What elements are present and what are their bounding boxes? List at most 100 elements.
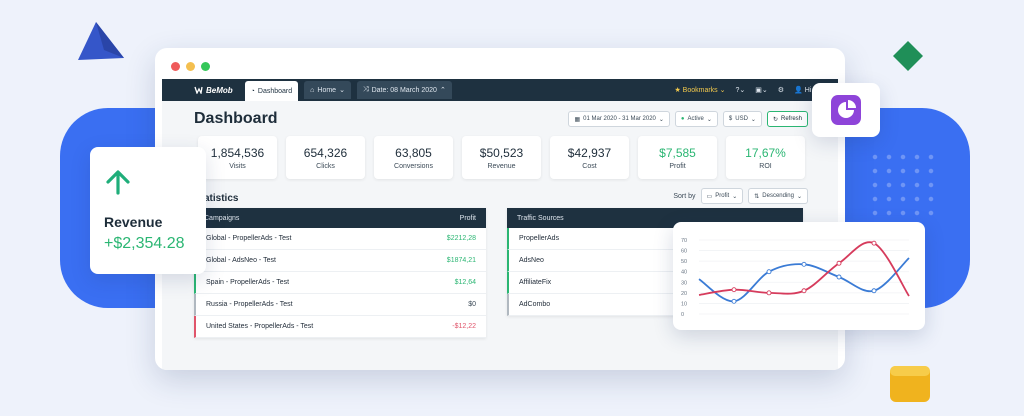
revenue-card-label: Revenue [104, 214, 163, 230]
stat-card-cost: $42,937 Cost [550, 136, 629, 179]
maximize-window-button[interactable] [201, 62, 210, 71]
stat-card-profit: $7,585 Profit [638, 136, 717, 179]
chevron-down-icon: ⌄ [719, 87, 726, 94]
tab-home[interactable]: ⌂ Home ⌄ [304, 81, 351, 99]
row-name: PropellerAds [519, 235, 560, 242]
stat-card-conversions: 63,805 Conversions [374, 136, 453, 179]
chevron-up-icon: ⌃ [439, 87, 446, 94]
chevron-down-icon: ⌄ [732, 193, 738, 200]
data-point[interactable] [731, 298, 737, 304]
table-row[interactable]: AffiliateFix [507, 272, 803, 294]
data-point[interactable] [836, 274, 842, 280]
sort-order-value: Descending [762, 193, 794, 199]
row-value: $12,64 [454, 279, 476, 286]
row-name: Global - PropellerAds - Test [206, 235, 292, 242]
table-row[interactable]: United States - PropellerAds - Test -$12… [194, 316, 486, 338]
logo-text: BeMob [206, 85, 233, 95]
row-name: Spain - PropellerAds - Test [206, 279, 290, 286]
refresh-icon: ↻ [772, 116, 778, 123]
status-dot-icon: ● [680, 116, 685, 122]
status-value: Active [687, 116, 704, 122]
stat-value: $7,585 [659, 145, 696, 160]
stat-label: Profit [669, 162, 686, 170]
data-point[interactable] [801, 288, 807, 294]
table-row[interactable]: PropellerAds [507, 228, 803, 250]
statistics-title: Statistics [194, 193, 239, 204]
data-point[interactable] [871, 240, 877, 246]
dollar-icon: $ [728, 116, 733, 122]
data-point[interactable] [836, 260, 842, 266]
y-tick-label: 10 [681, 301, 687, 307]
date-range-filter[interactable]: ▦ 01 Mar 2020 - 31 Mar 2020 ⌄ [568, 111, 670, 127]
sort-order-select[interactable]: ⇅ Descending ⌄ [748, 188, 808, 204]
page-title: Dashboard [194, 110, 278, 127]
refresh-button[interactable]: ↻ Refresh [766, 111, 808, 127]
table-row[interactable]: Russia - PropellerAds - Test $0 [194, 294, 486, 316]
column-header-profit[interactable]: Profit [459, 214, 476, 222]
table-row[interactable]: Spain - PropellerAds - Test $12,64 [194, 272, 486, 294]
line-chart-card: 70 60 50 40 30 20 10 0 [673, 222, 925, 330]
row-value: $1874,21 [446, 257, 476, 264]
data-point[interactable] [766, 290, 772, 296]
money-icon: ▭ [706, 193, 713, 200]
sort-icon: ⇅ [754, 193, 760, 200]
bookmarks-button[interactable]: ★ Bookmarks ⌄ [674, 86, 725, 94]
notifications-icon[interactable]: ▣⌄ [755, 87, 768, 94]
chevron-down-icon: ⌄ [796, 193, 802, 200]
row-name: AdsNeo [519, 257, 544, 264]
data-point[interactable] [801, 261, 807, 267]
sort-field-select[interactable]: ▭ Profit ⌄ [700, 188, 744, 204]
tab-dashboard[interactable]: ◔ Dashboard [244, 81, 299, 101]
row-name: AffiliateFix [519, 279, 552, 286]
bemob-logo[interactable]: BeMob [194, 86, 233, 95]
date-range-value: 01 Mar 2020 - 31 Mar 2020 [583, 116, 656, 122]
table-row[interactable]: Global - PropellerAds - Test $2212,28 [194, 228, 486, 250]
pie-chart-card [812, 83, 880, 137]
row-value: -$12,22 [452, 323, 476, 330]
gear-icon[interactable]: ⚙ [777, 87, 785, 94]
stat-label: Conversions [394, 162, 433, 170]
stat-label: Cost [582, 162, 597, 170]
revenue-card-value: +$2,354.28 [104, 235, 185, 252]
row-name: United States - PropellerAds - Test [206, 323, 314, 330]
y-tick-label: 70 [681, 238, 687, 244]
data-point[interactable] [766, 269, 772, 275]
stat-label: Clicks [316, 162, 335, 170]
y-tick-label: 60 [681, 249, 687, 255]
table-row[interactable]: AdsNeo [507, 250, 803, 272]
tab-label: Dashboard [257, 87, 293, 95]
data-point[interactable] [731, 287, 737, 293]
stat-card-visits: 1,854,536 Visits [198, 136, 277, 179]
stat-value: 654,326 [303, 145, 348, 160]
nav-right-group: ★ Bookmarks ⌄ ?⌄ ▣⌄ ⚙ 👤 Hi, User [674, 86, 830, 94]
arrow-up-icon [106, 170, 130, 195]
stat-label: Visits [229, 162, 246, 170]
logo-icon [194, 86, 203, 94]
table-row[interactable]: Global - AdsNeo - Test $1874,21 [194, 250, 486, 272]
pie-chart-icon [831, 95, 861, 125]
y-tick-label: 40 [681, 270, 687, 276]
stat-value: 17,67% [745, 145, 786, 160]
currency-filter[interactable]: $ USD ⌄ [722, 111, 762, 127]
row-value: $0 [468, 301, 476, 308]
blue-pyramid-icon [78, 22, 124, 60]
table-header: Campaigns Profit [194, 208, 486, 228]
stats-row: 1,854,536 Visits 654,326 Clicks 63,805 C… [198, 136, 805, 179]
close-window-button[interactable] [171, 62, 180, 71]
y-tick-label: 30 [681, 280, 687, 286]
home-icon: ⌂ [310, 86, 315, 94]
help-icon[interactable]: ?⌄ [735, 87, 746, 94]
refresh-label: Refresh [780, 116, 802, 122]
stat-value: 1,854,536 [210, 145, 265, 160]
currency-value: USD [735, 116, 748, 122]
table-row[interactable]: AdCombo [507, 294, 803, 316]
tab-date[interactable]: ⤨ Date: 08 March 2020 ⌃ [356, 81, 452, 99]
stat-label: Revenue [487, 162, 516, 170]
status-filter[interactable]: ● Active ⌄ [674, 111, 718, 127]
minimize-window-button[interactable] [186, 62, 195, 71]
row-name: Russia - PropellerAds - Test [206, 301, 293, 308]
data-point[interactable] [871, 288, 877, 294]
stat-value: 63,805 [395, 145, 432, 160]
line-chart: 70 60 50 40 30 20 10 0 [681, 238, 910, 318]
bookmarks-label: Bookmarks [682, 87, 718, 94]
